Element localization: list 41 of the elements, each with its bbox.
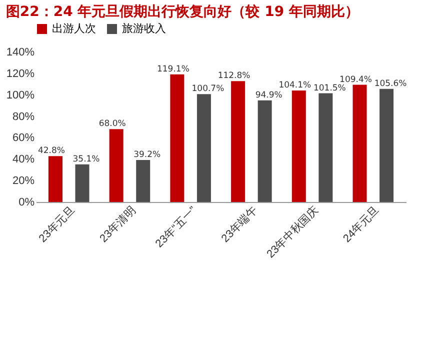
bar [48,156,62,202]
bar [109,129,124,202]
bar [352,84,367,202]
y-tick-label: 120% [6,68,35,80]
bar [258,100,272,202]
legend-label: 旅游收入 [122,22,166,35]
data-label: 101.5% [313,83,346,94]
x-tick-label: 23年中秋国庆 [264,204,321,261]
data-label: 109.4% [340,74,372,85]
bar [170,74,184,202]
data-label: 94.9% [255,90,282,100]
bar [136,160,150,202]
data-label: 100.7% [192,84,224,94]
y-tick-label: 140% [6,46,35,58]
y-tick-label: 80% [12,110,35,123]
bar [231,81,246,202]
x-tick-label: 23年元旦 [36,204,78,245]
chart-title: 图22：24 年元旦假期出行恢复向好（较 19 年同期比） [6,4,359,20]
data-label: 68.0% [98,119,126,130]
y-tick-label: 60% [12,132,35,144]
y-tick-label: 0% [18,196,35,208]
data-label: 112.8% [218,71,250,82]
bar [196,94,211,202]
x-tick-label: 23年端午 [218,204,260,245]
y-tick-label: 100% [6,89,35,102]
x-tick-label: 24年元旦 [341,204,382,245]
data-label: 119.1% [156,64,190,74]
x-tick-label: 23年“五一” [153,204,200,250]
legend-label: 出游人次 [52,22,96,35]
bar [292,90,306,202]
y-tick-label: 20% [12,175,35,188]
bar [75,164,90,202]
bar [318,93,333,202]
data-label: 35.1% [72,154,100,164]
data-label: 42.8% [38,146,65,156]
x-tick-label: 23年清明 [97,204,138,245]
data-label: 39.2% [134,150,161,160]
data-label: 104.1% [278,80,312,90]
bar [380,88,394,202]
y-tick-label: 40% [12,154,35,166]
data-label: 105.6% [374,78,407,89]
